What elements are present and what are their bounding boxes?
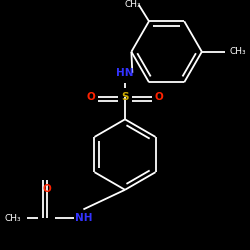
Text: CH₃: CH₃ [124, 0, 141, 9]
Text: NH: NH [75, 213, 92, 223]
Text: HN: HN [116, 68, 134, 78]
Text: O: O [42, 184, 51, 194]
Text: CH₃: CH₃ [229, 47, 246, 56]
Text: O: O [155, 92, 164, 102]
Text: CH₃: CH₃ [4, 214, 21, 223]
Text: S: S [121, 92, 129, 102]
Text: O: O [86, 92, 95, 102]
